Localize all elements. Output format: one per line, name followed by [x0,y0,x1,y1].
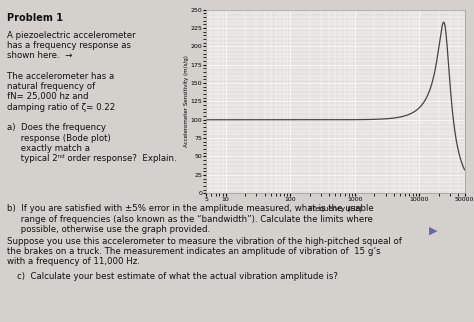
Text: shown here.  →: shown here. → [7,51,73,60]
Text: has a frequency response as: has a frequency response as [7,41,131,50]
Text: Suppose you use this accelerometer to measure the vibration of the high-pitched : Suppose you use this accelerometer to me… [7,237,402,246]
X-axis label: Frequency (Hz): Frequency (Hz) [309,205,362,212]
Text: a)  Does the frequency: a) Does the frequency [7,123,106,132]
Text: the brakes on a truck. The measurement indicates an amplitude of vibration of  1: the brakes on a truck. The measurement i… [7,247,381,256]
Text: Problem 1: Problem 1 [7,13,63,23]
Text: with a frequency of 11,000 Hz.: with a frequency of 11,000 Hz. [7,257,140,266]
Text: typical 2ⁿᵈ order response?  Explain.: typical 2ⁿᵈ order response? Explain. [7,154,177,163]
Text: damping ratio of ζ= 0.22: damping ratio of ζ= 0.22 [7,103,115,112]
Text: possible, otherwise use the graph provided.: possible, otherwise use the graph provid… [7,225,210,234]
Text: ▶: ▶ [429,225,438,235]
Text: range of frequencies (also known as the “bandwidth”). Calculate the limits where: range of frequencies (also known as the … [7,215,373,224]
Text: A piezoelectric accelerometer: A piezoelectric accelerometer [7,31,136,40]
Text: response (Bode plot): response (Bode plot) [7,134,111,143]
Text: fN= 25,000 hz and: fN= 25,000 hz and [7,92,89,101]
Y-axis label: Accelerometer Sensitivity (m/s/g): Accelerometer Sensitivity (m/s/g) [184,55,189,147]
Text: exactly match a: exactly match a [7,144,90,153]
Text: b)  If you are satisfied with ±5% error in the amplitude measured, what is the u: b) If you are satisfied with ±5% error i… [7,204,374,213]
Text: The accelerometer has a: The accelerometer has a [7,72,114,81]
Text: natural frequency of: natural frequency of [7,82,95,91]
Text: c)  Calculate your best estimate of what the actual vibration amplitude is?: c) Calculate your best estimate of what … [17,272,337,281]
